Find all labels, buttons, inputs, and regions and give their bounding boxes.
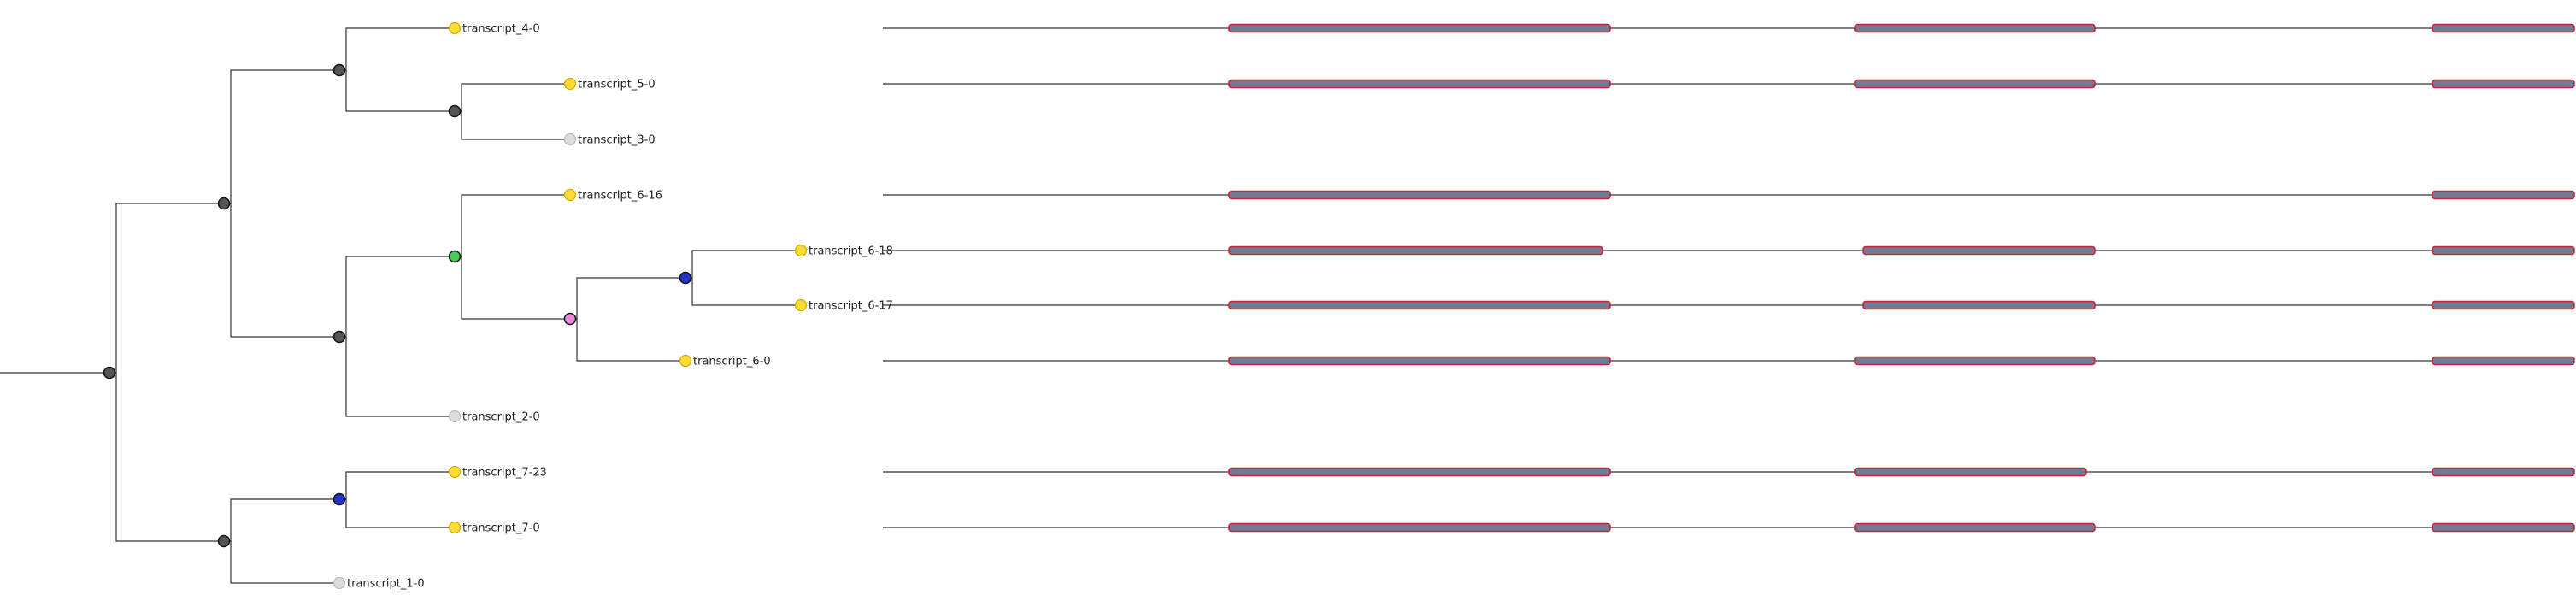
exon-l4-2 xyxy=(2432,192,2574,199)
leaf-node-l4 xyxy=(565,190,576,201)
leaf-node-l8 xyxy=(450,411,461,422)
node-n_h xyxy=(219,536,230,547)
leaf-label-l8: transcript_2-0 xyxy=(462,411,540,424)
edge-n_g-l5 xyxy=(685,251,801,278)
edge-root-n_h xyxy=(109,373,224,541)
exon-l10-3 xyxy=(2432,524,2574,532)
edge-n_f-n_g xyxy=(570,278,685,319)
node-n_e xyxy=(450,251,461,262)
exon-l5-3 xyxy=(2432,247,2574,255)
edge-n_g-l6 xyxy=(685,278,801,305)
edge-n_d-n_e xyxy=(339,256,455,337)
leaf-node-l5 xyxy=(796,245,807,256)
edge-n_h-l11 xyxy=(224,541,339,583)
exon-l1-2 xyxy=(1855,25,2095,32)
leaf-node-l7 xyxy=(680,356,691,367)
edge-n_i-l9 xyxy=(339,472,455,499)
leaf-labels: transcript_4-0 transcript_5-0 transcript_3… xyxy=(347,23,893,591)
exon-l7-3 xyxy=(2432,357,2574,365)
edge-n_f-l7 xyxy=(570,319,685,361)
node-n_i xyxy=(334,494,345,505)
exon-l4-1 xyxy=(1229,192,1610,199)
edge-n_i-l10 xyxy=(339,499,455,528)
edge-n_c-l3 xyxy=(455,111,570,139)
leaf-label-l3: transcript_3-0 xyxy=(578,134,656,147)
node-root xyxy=(104,368,115,379)
exon-l9-3 xyxy=(2432,469,2574,476)
tree-edges xyxy=(0,28,801,583)
leaf-node-l3 xyxy=(565,134,576,145)
edge-n_a-n_d xyxy=(224,203,339,337)
exon-l7-2 xyxy=(1855,357,2095,365)
leaf-label-l1: transcript_4-0 xyxy=(462,23,540,36)
leaf-label-l10: transcript_7-0 xyxy=(462,522,540,535)
leaf-label-l6: transcript_6-17 xyxy=(809,300,893,313)
node-n_a xyxy=(219,198,230,209)
leaf-label-l2: transcript_5-0 xyxy=(578,79,656,91)
exon-l6-1 xyxy=(1229,302,1610,309)
exon-l1-3 xyxy=(2432,25,2574,32)
exon-tracks xyxy=(883,25,2574,532)
edge-n_d-l8 xyxy=(339,337,455,416)
edge-n_e-n_f xyxy=(455,256,570,319)
leaf-label-l11: transcript_1-0 xyxy=(347,578,425,591)
node-n_c xyxy=(450,106,461,117)
leaf-node-l6 xyxy=(796,300,807,311)
edge-n_e-l4 xyxy=(455,195,570,256)
leaf-label-l9: transcript_7-23 xyxy=(462,467,547,480)
exon-l5-2 xyxy=(1863,247,2095,255)
exon-l7-1 xyxy=(1229,357,1610,365)
leaf-node-l2 xyxy=(565,79,576,90)
edge-n_a-n_b xyxy=(224,70,339,203)
exon-l2-2 xyxy=(1855,80,2095,88)
edge-n_h-n_i xyxy=(224,499,339,541)
node-n_b xyxy=(334,65,345,76)
edge-root-n_a xyxy=(109,203,224,373)
exon-l10-1 xyxy=(1229,524,1610,532)
node-n_g xyxy=(680,273,691,284)
leaf-label-l5: transcript_6-18 xyxy=(809,245,893,258)
exon-l6-2 xyxy=(1863,302,2095,309)
edge-n_b-l1 xyxy=(339,28,455,70)
leaf-node-l11 xyxy=(334,578,345,589)
leaf-label-l7: transcript_6-0 xyxy=(693,356,771,368)
exon-l2-3 xyxy=(2432,80,2574,88)
node-n_d xyxy=(334,332,345,343)
node-n_f xyxy=(565,314,576,325)
edge-n_b-n_c xyxy=(339,70,455,111)
leaf-label-l4: transcript_6-16 xyxy=(578,190,662,203)
edge-n_c-l2 xyxy=(455,84,570,111)
exon-l10-2 xyxy=(1855,524,2095,532)
exon-l1-1 xyxy=(1229,25,1610,32)
exon-l2-1 xyxy=(1229,80,1610,88)
exon-l5-1 xyxy=(1229,247,1603,255)
exon-l9-2 xyxy=(1855,469,2086,476)
exon-l6-3 xyxy=(2432,302,2574,309)
leaf-node-l9 xyxy=(450,467,461,478)
leaf-node-l10 xyxy=(450,522,461,533)
exon-l9-1 xyxy=(1229,469,1610,476)
leaf-node-l1 xyxy=(450,23,461,34)
